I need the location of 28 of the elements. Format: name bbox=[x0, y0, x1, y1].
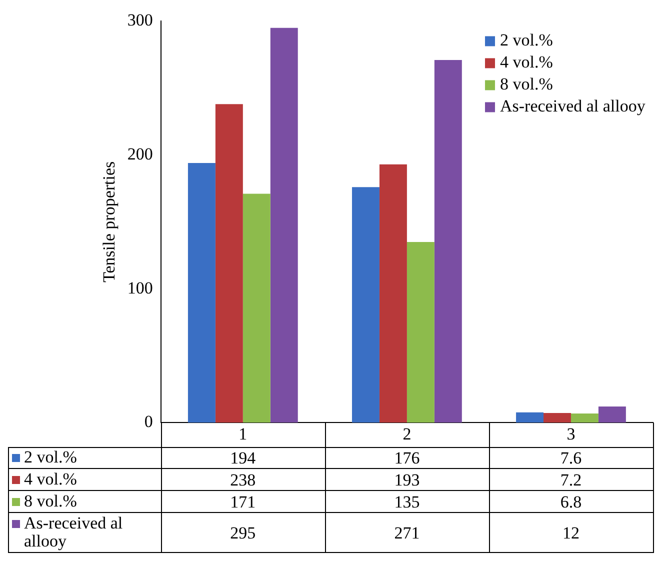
y-tick-label: 100 bbox=[127, 278, 153, 298]
legend-label: 4 vol.% bbox=[500, 52, 553, 72]
legend-label: 8 vol.% bbox=[500, 74, 553, 94]
y-tick-label: 200 bbox=[127, 144, 153, 164]
data-label: 6.8 bbox=[560, 492, 582, 512]
x-tick-label: 1 bbox=[238, 424, 248, 444]
text: 8 vol.% bbox=[24, 491, 77, 510]
data-label: 7.2 bbox=[560, 470, 582, 490]
legend-label: As-received al allooy bbox=[500, 96, 646, 116]
data-label: 12 bbox=[562, 523, 580, 542]
data-label: 135 bbox=[394, 492, 420, 512]
data-label: 176 bbox=[394, 448, 420, 468]
x-tick-label: 2 bbox=[402, 424, 412, 444]
text: As-received al allooy bbox=[24, 513, 123, 550]
y-tick-label: 0 bbox=[144, 412, 153, 432]
data-label: 7.6 bbox=[560, 448, 582, 468]
x-tick-label: 3 bbox=[566, 424, 576, 444]
text: 4 vol.% bbox=[24, 469, 77, 488]
data-label: 238 bbox=[230, 470, 256, 490]
y-tick-label: 300 bbox=[127, 10, 153, 30]
data-label: 271 bbox=[394, 523, 420, 542]
y-axis-title: Tensile properties bbox=[100, 161, 119, 282]
data-label: 171 bbox=[230, 492, 256, 512]
data-label: 194 bbox=[230, 448, 256, 468]
text: 2 vol.% bbox=[24, 447, 77, 466]
legend-label: 2 vol.% bbox=[500, 30, 553, 50]
data-label: 193 bbox=[394, 470, 420, 490]
data-label: 295 bbox=[230, 523, 256, 542]
